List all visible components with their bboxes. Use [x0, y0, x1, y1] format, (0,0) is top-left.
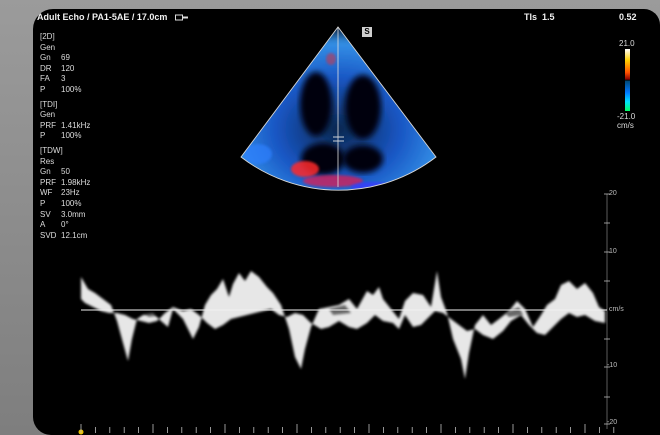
mi-value: 0.52 — [619, 12, 637, 22]
scale-label-20: 20 — [609, 190, 617, 197]
param-row: SV 3.0mm — [40, 209, 86, 219]
param-row: SVD 12.1cm — [40, 230, 88, 240]
tis-label: TIs — [524, 12, 538, 22]
ultrasound-screen: Adult Echo / PA1-5AE / 17.0cm TIs 1.5 0.… — [33, 9, 660, 435]
param-tdw-header: [TDW] — [40, 145, 63, 155]
param-row: WF 23Hz — [40, 188, 80, 198]
imaging-area — [73, 26, 623, 435]
scale-label-neg20: -20 — [607, 419, 618, 426]
param-row: PRF 1.98kHz — [40, 177, 91, 187]
param-row: Gn 50 — [40, 167, 70, 177]
colorbar-min: -21.0 — [617, 112, 636, 121]
param-row: P 100% — [40, 198, 82, 208]
param-tdw-mode: Res — [40, 156, 55, 166]
scale-label-unit: cm/s — [609, 306, 624, 313]
param-row: A 0° — [40, 220, 69, 230]
tis-readout: TIs 1.5 — [524, 12, 555, 22]
scale-label-10: 10 — [609, 248, 617, 255]
param-2d-mode: Gen — [40, 42, 56, 52]
param-2d-header: [2D] — [40, 32, 55, 41]
time-axis — [73, 424, 623, 435]
scale-label-neg10: -10 — [607, 362, 618, 369]
doppler-spectrum — [81, 271, 607, 379]
echo-sector-image — [240, 26, 437, 191]
param-row: P 100% — [40, 84, 82, 94]
param-row: PRF 1.41kHz — [40, 120, 91, 130]
parameter-panel: [2D] Gen Gn 69 DR 120 FA 3 P 100% [TDI] Gen … — [40, 32, 90, 241]
spectrum-dark-gaps — [143, 305, 523, 317]
spectrum-envelope — [81, 271, 605, 379]
param-row: FA 3 — [40, 74, 66, 84]
param-row: DR 120 — [40, 63, 75, 73]
param-tdi-mode: Gen — [40, 110, 56, 120]
param-row: Gn 69 — [40, 53, 70, 63]
tis-value: 1.5 — [542, 12, 555, 22]
probe-icon — [175, 14, 188, 21]
param-row: P 100% — [40, 131, 82, 141]
colorbar-unit: cm/s — [617, 121, 634, 130]
velocity-scale — [604, 193, 610, 429]
top-status-bar: Adult Echo / PA1-5AE / 17.0cm TIs 1.5 0.… — [33, 9, 660, 27]
color-velocity-bar — [625, 49, 630, 111]
param-tdi-header: [TDI] — [40, 99, 58, 109]
exam-title: Adult Echo / PA1-5AE / 17.0cm — [37, 12, 168, 22]
sector-orientation-marker: S — [362, 27, 372, 37]
colorbar-max: 21.0 — [619, 39, 635, 48]
